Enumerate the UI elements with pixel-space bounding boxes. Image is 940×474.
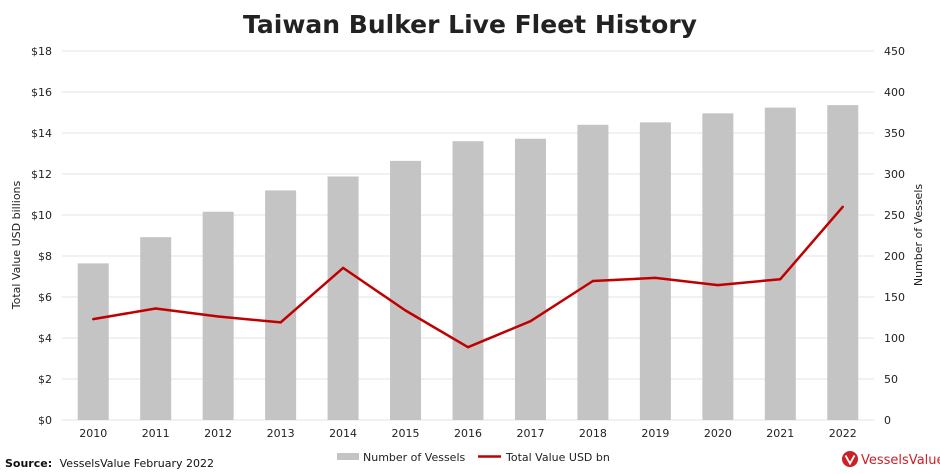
y-left-tick-label: $6 [38,291,52,304]
bar-2010 [77,263,109,420]
y-right-tick-label: 50 [884,373,898,386]
x-tick-label: 2016 [454,427,482,440]
line-point-2018 [591,279,595,283]
svg-text:Source: VesselsValue F: Source: VesselsValue February 2022 [5,457,214,470]
x-tick-label: 2019 [641,427,669,440]
chart-title: Taiwan Bulker Live Fleet History [243,10,697,39]
x-tick-label: 2015 [392,427,420,440]
y-left-tick-label: $14 [31,127,52,140]
bar-2019 [639,122,671,420]
y-axis-right-title: Number of Vessels [912,184,925,287]
line-point-2010 [92,317,95,321]
line-point-2012 [216,315,220,318]
y-right-tick-label: 350 [884,127,905,140]
line-point-2020 [716,283,720,287]
y-left-tick-label: $8 [38,250,52,263]
line-point-2022 [841,205,844,208]
y-right-tick-label: 300 [884,168,905,181]
y-axis-left-title: Total Value USD billions [10,180,23,310]
y-left-tick-label: $12 [31,168,52,181]
y-left-tick-label: $18 [31,45,52,58]
x-tick-label: 2022 [829,427,857,440]
legend-label-vessels: Number of Vessels [363,451,466,464]
bar-2011 [140,237,172,420]
line-point-2016 [466,346,470,349]
x-tick-label: 2014 [329,427,357,440]
logo-mark-icon [842,451,858,467]
bar-2016 [452,141,484,420]
y-right-tick-label: 450 [884,45,905,58]
x-tick-label: 2013 [267,427,295,440]
bar-2018 [577,124,609,421]
line-point-2017 [529,319,532,323]
source-text: VesselsValue February 2022 [60,457,214,470]
y-axis-left: $0 $2 $4 $6 $8 $10 $12 $14 $16 $18 [31,45,52,427]
bar-2022 [827,105,859,421]
line-point-2015 [404,309,407,312]
x-tick-label: 2021 [766,427,794,440]
line-point-2021 [779,277,782,281]
y-left-tick-label: $0 [38,414,52,427]
x-tick-label: 2020 [704,427,732,440]
line-point-2011 [154,307,157,310]
x-tick-label: 2017 [516,427,544,440]
y-right-tick-label: 100 [884,332,905,345]
x-tick-label: 2018 [579,427,607,440]
legend: Number of Vessels Total Value USD bn [337,451,610,464]
y-left-tick-label: $16 [31,86,52,99]
x-tick-label: 2011 [142,427,170,440]
y-right-tick-label: 250 [884,209,905,222]
y-left-tick-label: $2 [38,373,52,386]
y-right-tick-label: 150 [884,291,905,304]
brand-logo: VesselsValue [842,451,940,468]
bar-2013 [265,190,297,420]
y-left-tick-label: $10 [31,209,52,222]
bar-2021 [764,107,796,420]
y-right-tick-label: 400 [884,86,905,99]
bar-2020 [702,113,734,420]
source-note: Source: VesselsValue February 2022 [5,457,214,470]
bar-series-number-of-vessels [77,105,859,421]
y-axis-right: 0 50 100 150 200 250 300 350 400 450 [884,45,905,427]
legend-label-value: Total Value USD bn [505,451,610,464]
x-tick-label: 2010 [79,427,107,440]
y-right-tick-label: 200 [884,250,905,263]
bar-2014 [327,176,359,420]
bar-2015 [390,160,422,420]
x-axis: 2010 2011 2012 2013 2014 2015 2016 2017 2018 2019… [79,427,857,440]
line-series-total-value [92,205,844,349]
bar-2017 [514,138,546,421]
brand-name: VesselsValue [861,453,940,468]
x-tick-label: 2012 [204,427,232,440]
line-point-2019 [654,276,657,280]
source-label: Source: [5,457,52,470]
y-right-tick-label: 0 [884,414,891,427]
line-point-2014 [341,266,345,270]
line-point-2013 [279,321,282,324]
y-left-tick-label: $4 [38,332,52,345]
legend-swatch-vessels [337,453,359,460]
